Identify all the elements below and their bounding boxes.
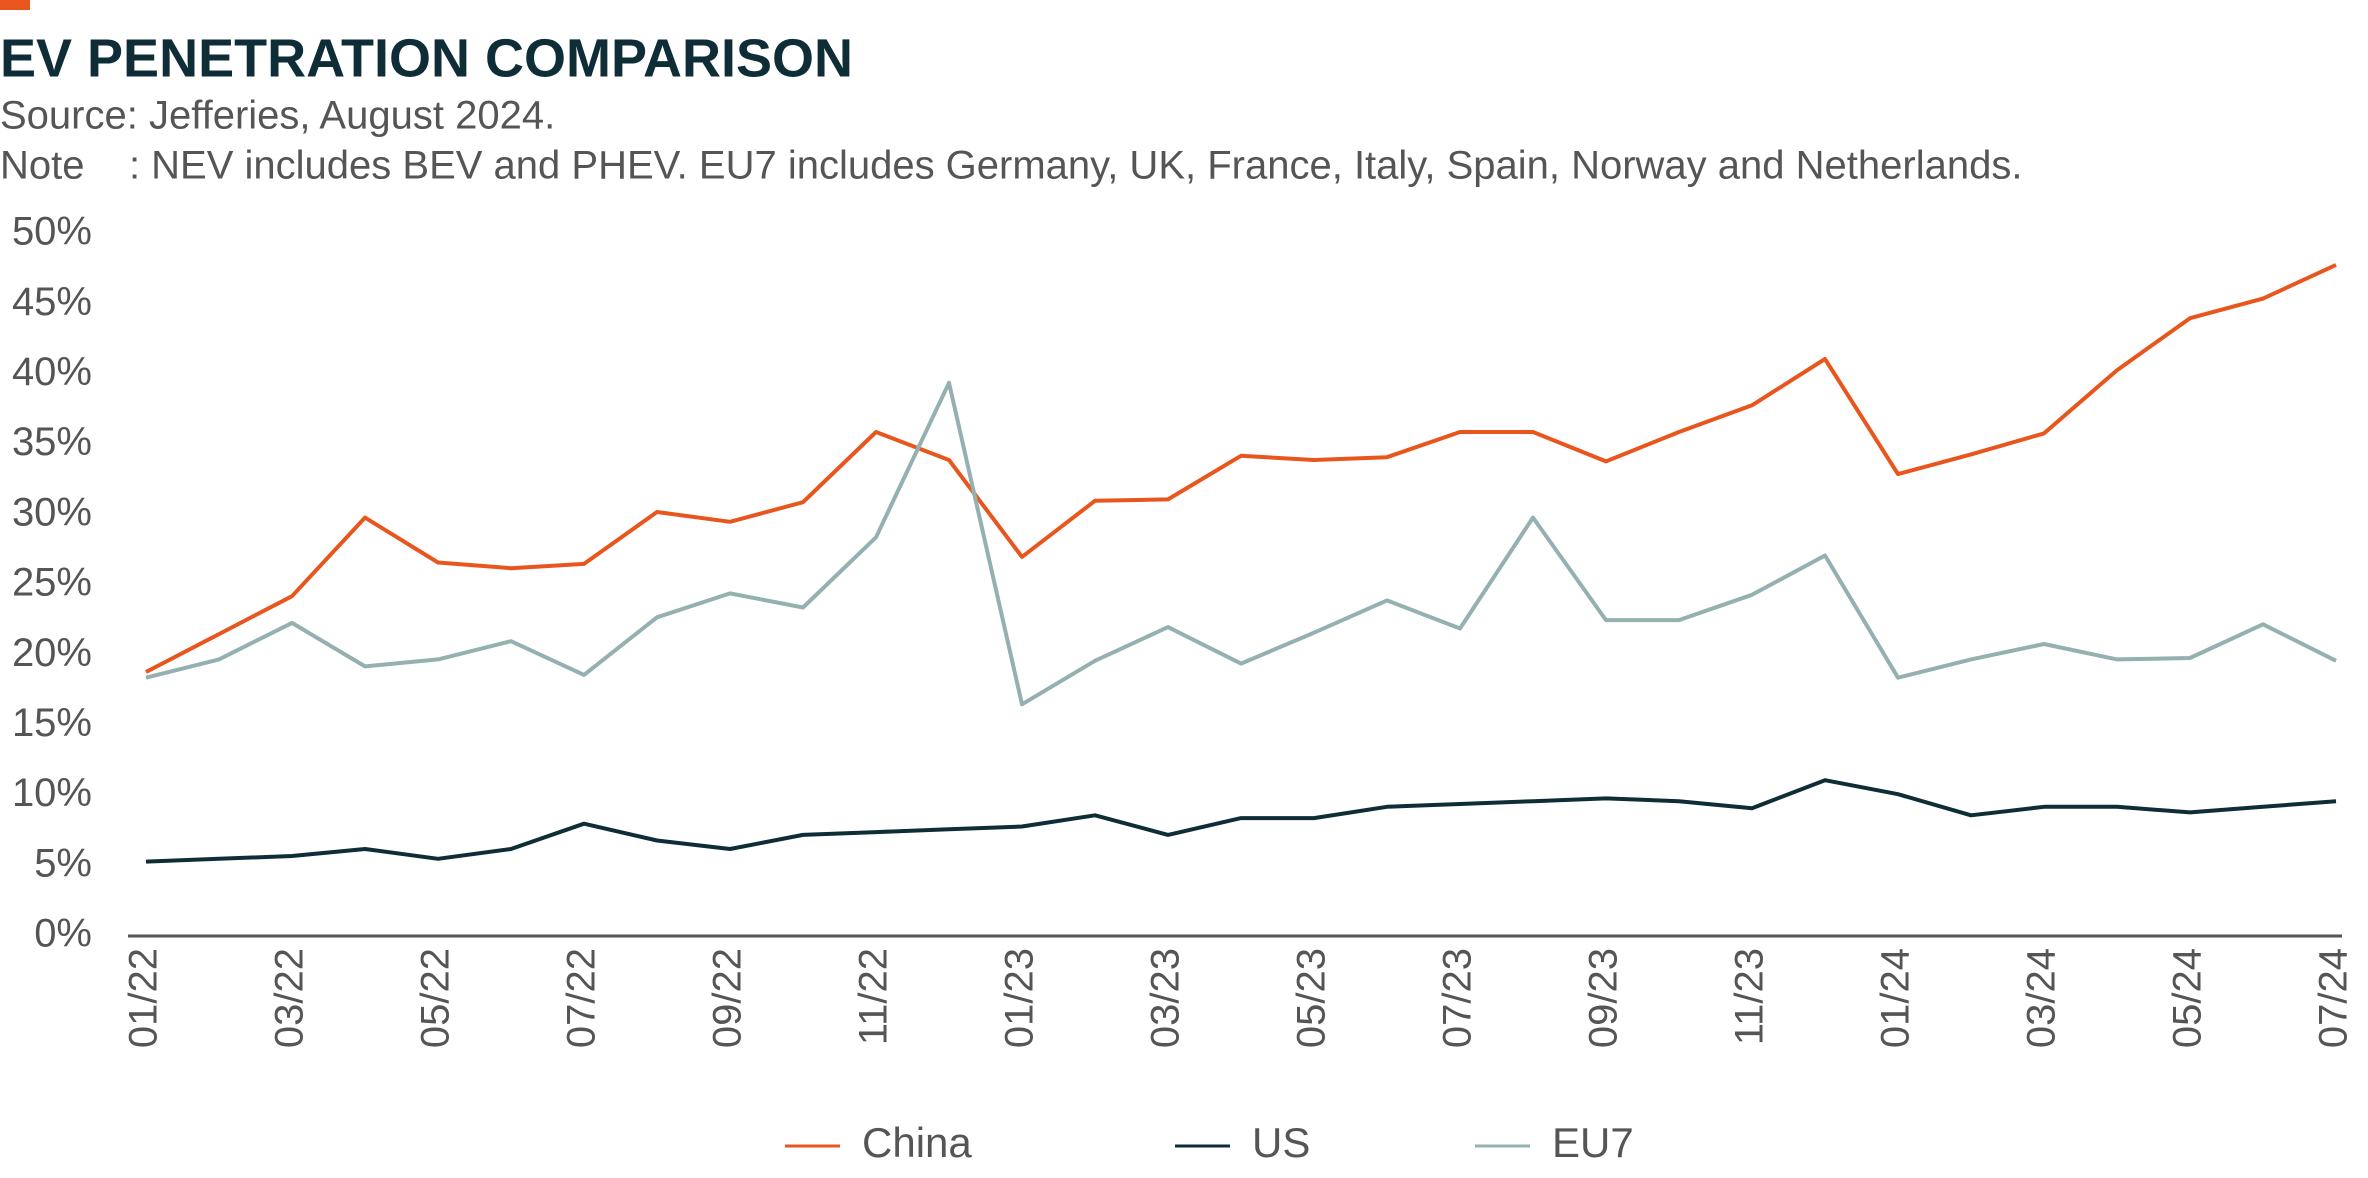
y-tick-label: 25%	[12, 561, 92, 605]
x-tick-label: 03/23	[1144, 948, 1188, 1048]
x-tick-label: 05/24	[2166, 948, 2210, 1048]
x-tick-label: 07/24	[2312, 948, 2356, 1048]
x-tick-label: 01/24	[1874, 948, 1918, 1048]
series-line	[145, 263, 2337, 674]
y-tick-label: 35%	[12, 420, 92, 464]
x-tick-label: 11/23	[1728, 948, 1772, 1045]
series-line	[145, 778, 2337, 864]
legend-label: EU7	[1552, 1119, 1634, 1166]
y-tick-label: 0%	[34, 912, 92, 956]
y-tick-label: 10%	[12, 771, 92, 815]
chart-title: EV PENETRATION COMPARISON	[0, 28, 853, 88]
x-tick-label: 05/23	[1290, 948, 1334, 1048]
x-tick-label: 09/23	[1582, 948, 1626, 1048]
x-tick-label: 07/22	[560, 948, 604, 1048]
chart-subtitle: Source: Jefferies, August 2024.	[0, 94, 555, 138]
y-tick-label: 45%	[12, 280, 92, 324]
chart-note: Note : NEV includes BEV and PHEV. EU7 in…	[0, 144, 2022, 188]
y-tick-label: 20%	[12, 631, 92, 675]
x-tick-label: 09/22	[706, 948, 750, 1048]
legend-label: US	[1252, 1119, 1310, 1166]
y-tick-label: 50%	[12, 210, 92, 254]
accent-bar	[0, 0, 30, 10]
x-tick-label: 01/23	[998, 948, 1042, 1048]
series-line	[145, 380, 2337, 707]
x-tick-label: 11/22	[852, 948, 896, 1045]
y-tick-label: 40%	[12, 350, 92, 394]
x-tick-label: 05/22	[414, 948, 458, 1048]
x-tick-label: 07/23	[1436, 948, 1480, 1048]
x-tick-label: 03/22	[268, 948, 312, 1048]
x-tick-label: 01/22	[122, 948, 166, 1048]
y-tick-label: 30%	[12, 490, 92, 534]
y-tick-label: 15%	[12, 701, 92, 745]
x-tick-label: 03/24	[2020, 948, 2064, 1048]
y-tick-label: 5%	[34, 841, 92, 885]
legend-label: China	[862, 1119, 972, 1166]
